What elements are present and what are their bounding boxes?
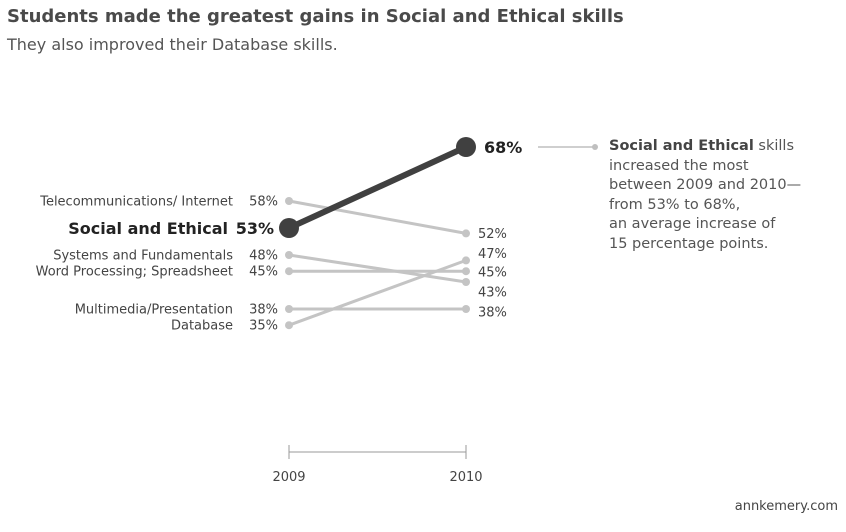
series-line-database [287,258,468,327]
series-point-social-and-ethical-2010 [456,137,476,157]
series-name-systems-and-fundamentals: Systems and Fundamentals [53,249,233,264]
value-label-multimedia-presentation-2009: 38% [249,303,278,318]
series-point-systems-and-fundamentals-2010 [462,278,470,286]
series-point-telecommunications-internet-2009 [285,197,293,205]
series-line-systems-and-fundamentals [287,253,468,284]
series-name-database: Database [171,319,233,334]
value-label-multimedia-presentation-2010: 38% [478,306,507,321]
series-point-systems-and-fundamentals-2009 [285,251,293,259]
callout-highlight: Social and Ethical [609,138,754,154]
series-name-word-processing-spreadsheet: Word Processing; Spreadsheet [36,265,233,280]
value-label-social-and-ethical-2010: 68% [484,138,522,157]
x-tick-label-2010: 2010 [449,470,482,485]
series-line-social-and-ethical [286,144,469,231]
value-label-social-and-ethical-2009: 53% [236,219,274,238]
value-label-database-2009: 35% [249,319,278,334]
callout-connector-dot [592,144,598,150]
series-point-multimedia-presentation-2009 [285,305,293,313]
series-point-word-processing-spreadsheet-2009 [285,267,293,276]
series-line-telecommunications-internet [287,199,468,235]
callout-line-4: from 53% to 68%, [609,196,741,213]
callout-line-6: 15 percentage points. [609,235,769,252]
value-label-systems-and-fundamentals-2009: 48% [249,249,278,264]
value-label-systems-and-fundamentals-2010: 43% [478,286,507,301]
value-label-word-processing-spreadsheet-2010: 45% [478,266,507,281]
series-point-database-2010 [462,256,470,265]
callout-line-1: skills [758,138,794,154]
callout-line-2: increased the most [609,157,749,174]
x-tick-label-2009: 2009 [272,470,305,485]
series-name-social-and-ethical: Social and Ethical [68,219,228,238]
series-point-telecommunications-internet-2010 [462,229,470,238]
series-point-word-processing-spreadsheet-2010 [462,267,470,276]
chart-title: Students made the greatest gains in Soci… [7,6,624,27]
series-point-database-2009 [285,321,293,330]
series-point-multimedia-presentation-2010 [462,305,470,313]
chart-subtitle: They also improved their Database skills… [7,35,338,54]
source-credit: annkemery.com [734,499,838,514]
series-name-telecommunications-internet: Telecommunications/ Internet [39,195,233,210]
series-point-social-and-ethical-2009 [279,218,299,238]
callout-annotation: Social and Ethical skills increased the … [609,137,844,254]
value-label-telecommunications-internet-2010: 52% [478,227,507,242]
value-label-word-processing-spreadsheet-2009: 45% [249,265,278,280]
value-label-telecommunications-internet-2009: 58% [249,195,278,210]
callout-line-3: between 2009 and 2010— [609,177,802,193]
callout-line-5: an average increase of [609,216,776,232]
series-name-multimedia-presentation: Multimedia/Presentation [75,303,233,318]
value-label-database-2010: 47% [478,247,507,262]
